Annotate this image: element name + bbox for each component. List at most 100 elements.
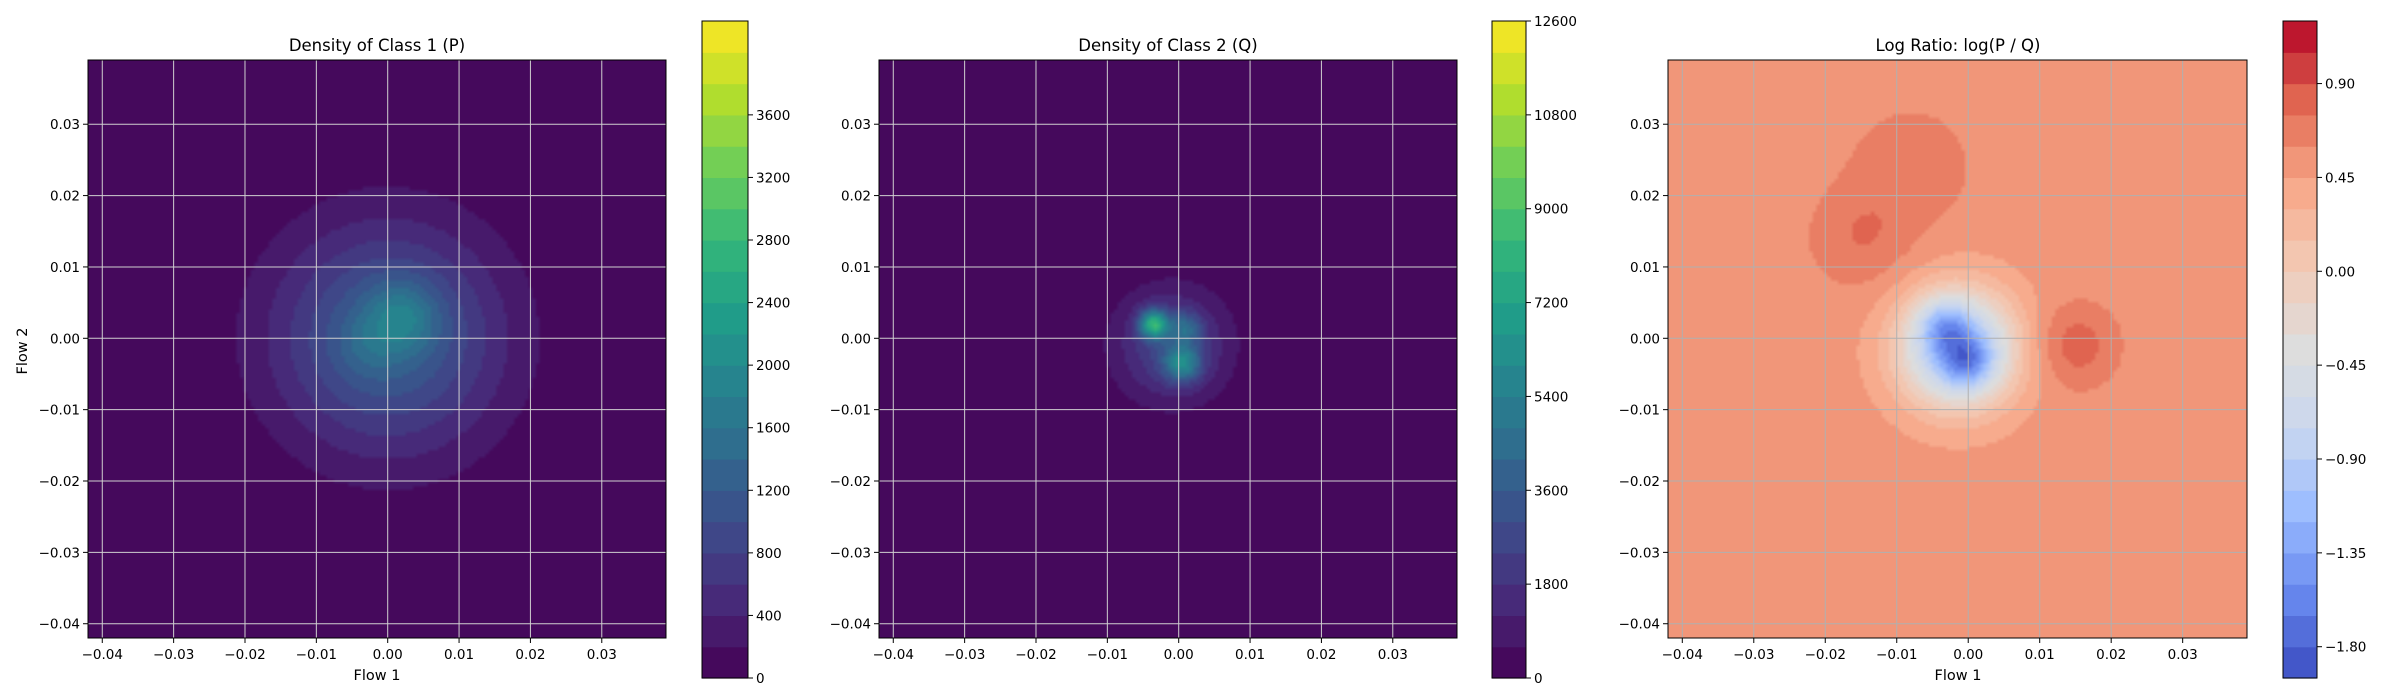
y-tick-label: 0.01 (841, 260, 871, 276)
colorbar-level (2283, 333, 2317, 366)
colorbar-level (1492, 240, 1526, 272)
x-tick-label: −0.02 (1015, 647, 1056, 663)
heatmap-image (88, 60, 666, 638)
colorbar-level (1492, 552, 1526, 585)
colorbar-tick-label: 5400 (1534, 389, 1568, 405)
y-tick-label: 0.03 (1630, 117, 1660, 133)
colorbar-level (702, 177, 748, 210)
y-tick-label: −0.04 (39, 617, 80, 633)
x-tick-label: −0.04 (82, 647, 123, 663)
x-tick-label: 0.01 (1235, 647, 1265, 663)
colorbar-tick-label: −0.90 (2325, 452, 2366, 468)
colorbar-tick-label: 0.45 (2325, 170, 2355, 186)
colorbar-level (1492, 21, 1526, 53)
y-tick-label: 0.01 (1630, 260, 1660, 276)
colorbar-level (2283, 302, 2317, 335)
x-tick-label: 0.01 (2025, 647, 2055, 663)
x-axis-label: Flow 1 (1935, 668, 1982, 684)
colorbar-level (1492, 208, 1526, 241)
colorbar-tick-label: 0 (756, 671, 765, 687)
y-tick-label: −0.02 (830, 474, 871, 490)
colorbar-tick-label: 0.00 (2325, 264, 2355, 280)
y-axis-label: Flow 2 (15, 328, 31, 375)
x-tick-label: −0.04 (873, 647, 914, 663)
colorbar-level (1492, 271, 1526, 304)
y-tick-label: 0.02 (1630, 189, 1660, 205)
colorbar-level (702, 584, 748, 617)
colorbar-level (702, 459, 748, 491)
colorbar-level (2283, 365, 2317, 398)
colorbar-level (2283, 521, 2317, 554)
y-tick-label: 0.03 (50, 117, 80, 133)
colorbar-level (702, 83, 748, 116)
colorbar-level (1492, 333, 1526, 366)
colorbar-level (1492, 83, 1526, 116)
y-tick-label: 0.01 (50, 260, 80, 276)
y-tick-label: −0.03 (39, 545, 80, 561)
colorbar-tick-label: 2400 (756, 296, 790, 312)
colorbar-level (2283, 271, 2317, 304)
heatmap-image (1668, 60, 2247, 638)
y-tick-label: 0.00 (841, 331, 871, 347)
colorbar-level (702, 552, 748, 585)
y-tick-label: −0.04 (830, 617, 871, 633)
colorbar-level (702, 365, 748, 398)
x-tick-label: −0.03 (1733, 647, 1774, 663)
x-tick-label: 0.02 (2096, 647, 2126, 663)
colorbar-level (1492, 646, 1526, 679)
colorbar-tick-label: 7200 (1534, 296, 1568, 312)
y-tick-label: −0.02 (1619, 474, 1660, 490)
colorbar-level (702, 146, 748, 179)
x-tick-label: 0.00 (1953, 647, 1983, 663)
colorbar-level (2283, 208, 2317, 241)
colorbar-tick-label: 0.90 (2325, 77, 2355, 93)
colorbar-level (2283, 427, 2317, 460)
y-tick-label: 0.02 (841, 189, 871, 205)
axes-frame (87, 59, 667, 639)
x-axis-label: Flow 1 (354, 668, 401, 684)
colorbar-level (702, 396, 748, 429)
colorbar-frame (701, 20, 749, 679)
colorbar-level (702, 333, 748, 366)
colorbar-tick-label: 3600 (756, 108, 790, 124)
colorbar-tick-label: 12600 (1534, 14, 1577, 30)
colorbar-tick-label: 9000 (1534, 202, 1568, 218)
colorbar-level (702, 521, 748, 554)
colorbar-level (1492, 615, 1526, 648)
colorbar-tick-label: 0 (1534, 671, 1543, 687)
x-tick-label: −0.01 (296, 647, 337, 663)
colorbar-level (1492, 521, 1526, 554)
colorbar-level (702, 302, 748, 335)
colorbar-level (702, 21, 748, 53)
x-tick-label: −0.03 (944, 647, 985, 663)
x-tick-label: 0.00 (1164, 647, 1194, 663)
colorbar-level (1492, 584, 1526, 617)
x-tick-label: 0.03 (587, 647, 617, 663)
colorbar-tick-label: 3600 (1534, 483, 1568, 499)
colorbar-level (2283, 490, 2317, 523)
x-tick-label: −0.01 (1087, 647, 1128, 663)
x-tick-label: 0.03 (2168, 647, 2198, 663)
colorbar-level (1492, 302, 1526, 335)
colorbar-tick-label: −1.80 (2325, 640, 2366, 656)
y-tick-label: −0.03 (1619, 545, 1660, 561)
colorbar-frame (2282, 20, 2318, 679)
y-tick-label: −0.02 (39, 474, 80, 490)
y-tick-label: −0.04 (1619, 617, 1660, 633)
y-tick-label: 0.00 (1630, 331, 1660, 347)
colorbar-level (2283, 83, 2317, 116)
colorbar-level (1492, 114, 1526, 147)
colorbar-level (702, 615, 748, 648)
colorbar-level (1492, 365, 1526, 398)
x-tick-label: −0.03 (153, 647, 194, 663)
x-tick-label: 0.03 (1378, 647, 1408, 663)
y-tick-label: 0.03 (841, 117, 871, 133)
colorbar-level (2283, 552, 2317, 585)
x-tick-label: 0.02 (1306, 647, 1336, 663)
colorbar-level (2283, 396, 2317, 429)
x-tick-label: −0.04 (1662, 647, 1703, 663)
colorbar-tick-label: 1600 (756, 421, 790, 437)
colorbar-level (2283, 584, 2317, 617)
panel-class-1-density: Density of Class 1 (P) Flow 1 Flow 2 −0.… (15, 20, 790, 687)
colorbar-level (702, 114, 748, 147)
